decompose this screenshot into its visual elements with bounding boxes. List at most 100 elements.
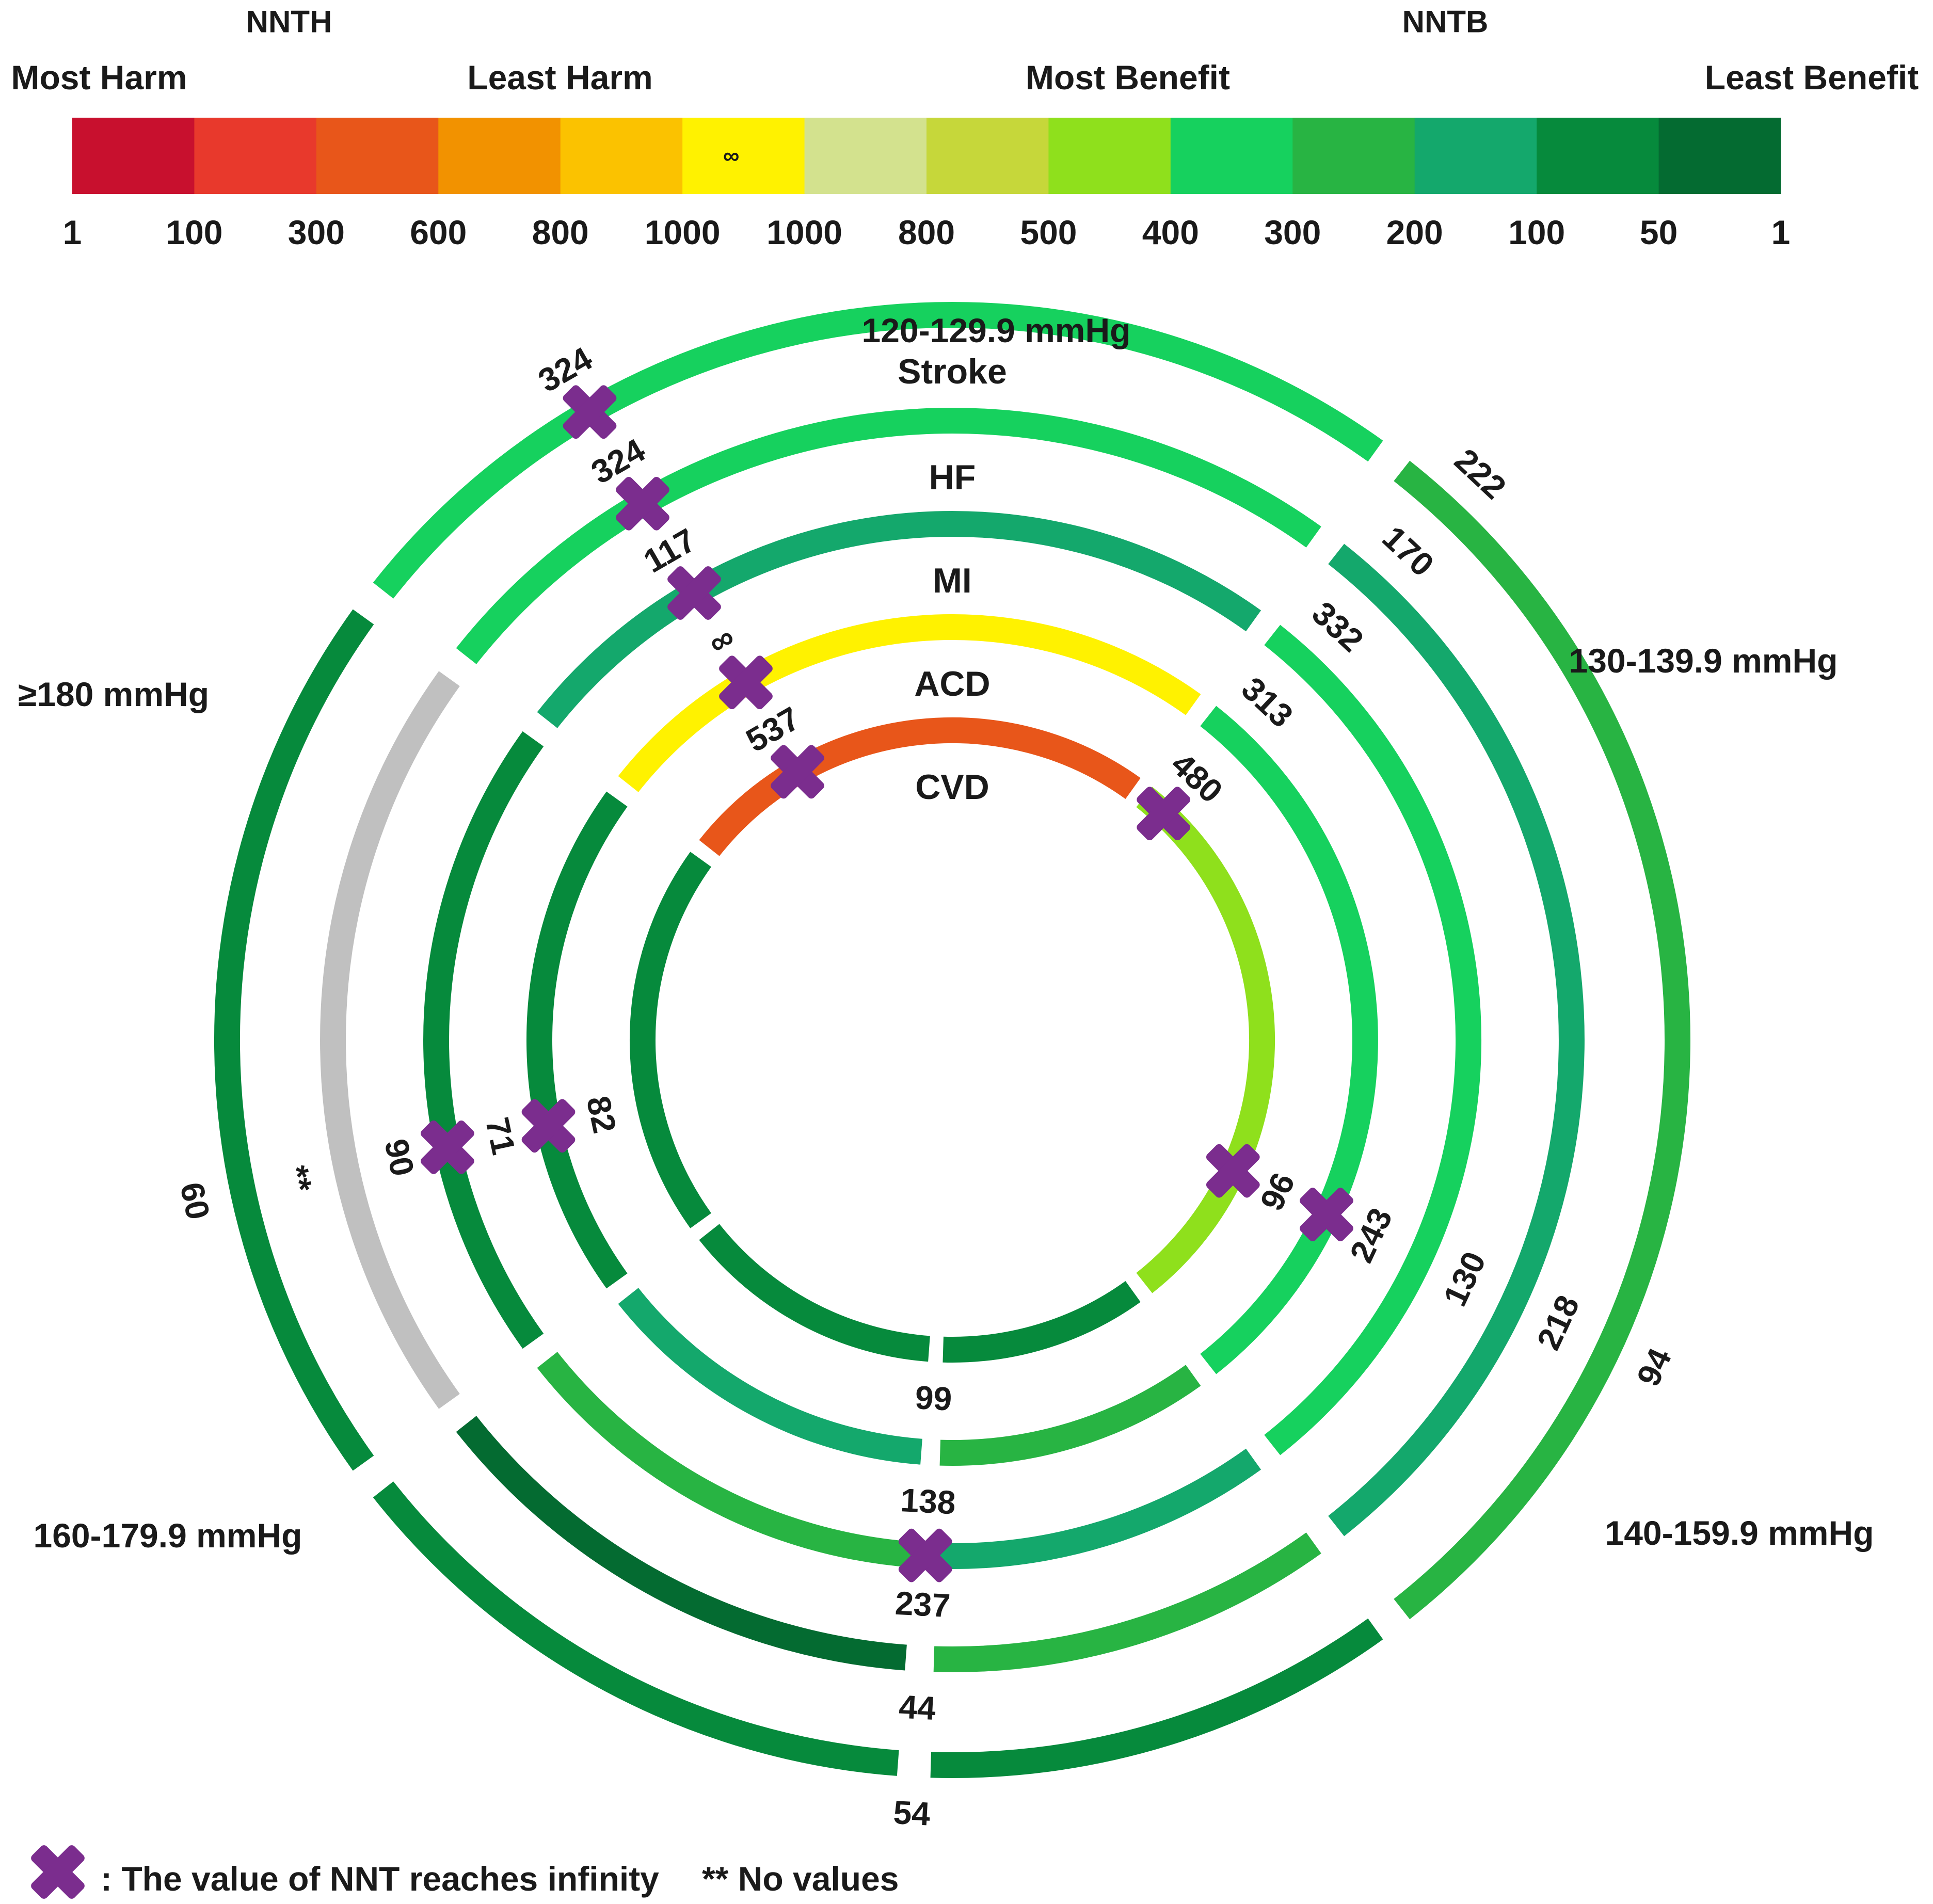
ring-name-label: CVD [915,767,989,807]
ring-segment [1200,706,1378,1374]
infinity-marker [771,745,824,799]
segment-value-label: 54 [892,1794,931,1833]
segment-value-label: 332 [1305,594,1370,659]
segment-value-label: 218 [1529,1290,1586,1355]
infinity-marker [898,1528,952,1582]
period-label: 130-139.9 mmHg [1569,642,1838,680]
infinity-marker [421,1121,474,1174]
scale-tick-label: 50 [1640,213,1678,251]
ring-segment [936,1448,1261,1570]
ring-segment [618,1288,922,1465]
ring-name-label: ACD [914,664,990,703]
ring-segment [373,301,1383,599]
scale-cell [804,118,927,194]
ring-segment [930,1618,1383,1778]
period-label: ≥180 mmHg [18,675,209,713]
segment-value-label: ∞ [702,618,741,662]
segment-value-label: 99 [914,1379,953,1418]
legend: : The value of NNT reaches infinity ** No… [31,1845,899,1899]
infinity-marker [616,476,669,531]
color-scale-labels: ∞ 1 100 300 600 800 1000 1000 800 500 400 300 200 100… [11,5,1919,252]
ring-segment [942,1281,1141,1363]
segment-value-label: 90 [377,1135,421,1179]
scale-cell [1292,118,1415,194]
scale-tick-label: 300 [1264,213,1321,251]
scale-tick-label: 100 [166,213,222,251]
scale-tick-label: 800 [532,213,589,251]
segment-value-label: 130 [1436,1246,1493,1311]
infinity-marker [1137,787,1191,841]
ring-segment [456,1416,907,1671]
legend-marker [31,1845,85,1899]
segment-value-label: 60 [173,1179,217,1223]
scale-end-label: Least Harm [467,58,653,97]
ring-segment [423,731,544,1349]
ring-segment [537,511,1261,728]
segment-value-label: 138 [900,1481,956,1521]
ring-segment [933,1532,1321,1673]
ring-segment [373,1481,899,1776]
segment-value-label: 324 [585,431,651,491]
ring-segment [1136,787,1275,1293]
scale-cell [682,118,805,194]
ring-name-label: Stroke [898,352,1007,391]
segment-value-label: 243 [1343,1203,1399,1268]
scale-tick-label: 600 [410,213,467,251]
ring-segment [618,614,1201,792]
scale-infinity-label: ∞ [723,143,739,169]
ring-segment [630,852,712,1228]
segment-value-label: 117 [637,521,702,580]
ring-segment [1264,625,1481,1455]
ring-name-label: HF [929,458,976,497]
scale-cell [560,118,683,194]
ring-segment [939,1365,1201,1466]
ring-segment [699,717,1141,856]
legend-no-values-text: ** No values [702,1860,899,1898]
ring-name-labels: Stroke HF MI ACD CVD [898,352,1007,807]
segment-value-label: 82 [580,1093,624,1137]
scale-cell [316,118,439,194]
infinity-marker [1206,1144,1260,1198]
ring-segment [320,671,460,1409]
scale-cell [926,118,1049,194]
infinity-marker [563,385,617,439]
scale-tick-label: 1 [63,213,82,251]
scale-end-label: Least Benefit [1705,58,1919,97]
infinity-markers [421,385,1353,1582]
period-label: 160-179.9 mmHg [34,1516,302,1555]
scale-cell [1048,118,1171,194]
scale-tick-label: 100 [1508,213,1565,251]
ring-segment [1328,543,1585,1537]
scale-tick-label: 1 [1771,213,1791,251]
scale-tick-label: 200 [1386,213,1443,251]
period-labels: 120-129.9 mmHg 130-139.9 mmHg 140-159.9 mm… [18,311,1874,1555]
scale-cell [194,118,317,194]
period-label: 140-159.9 mmHg [1605,1514,1874,1552]
scale-tick-label: 1000 [766,213,842,251]
scale-tick-label: 500 [1020,213,1077,251]
ring-segment [214,609,374,1471]
scale-cell [1170,118,1293,194]
segment-value-label: 222 [1447,441,1513,506]
segment-value-label: 237 [894,1585,951,1624]
scale-cell [1537,118,1659,194]
ring-name-label: MI [933,561,972,600]
segment-value-label: 71 [478,1114,522,1158]
period-label: 120-129.9 mmHg [862,311,1131,349]
scale-cell [1658,118,1781,194]
ring-segment [526,791,628,1289]
ring-segment [699,1224,930,1362]
infinity-marker [667,566,721,620]
segment-value-label: 313 [1235,670,1300,734]
ring-segment [456,408,1321,664]
segment-value-label: ** [278,1162,319,1195]
scale-end-label: Most Benefit [1026,58,1230,97]
scale-tick-label: 1000 [645,213,721,251]
infinity-marker [719,655,773,710]
scale-tick-label: 300 [288,213,345,251]
segment-value-label: 96 [1253,1167,1302,1216]
segment-value-label: 170 [1376,519,1441,583]
scale-cell [72,118,195,194]
scale-end-label: Most Harm [11,58,187,97]
